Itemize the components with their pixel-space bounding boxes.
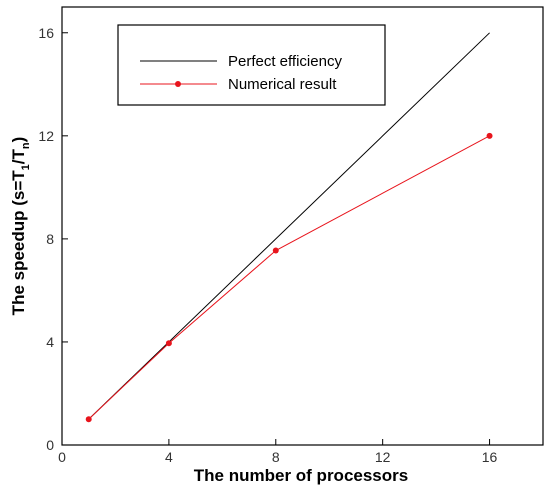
series-line-perfect-efficiency bbox=[88, 32, 490, 420]
plot-frame bbox=[61, 6, 544, 446]
x-tick-label-3: 12 bbox=[375, 449, 391, 465]
y-tick-label-3: 12 bbox=[38, 128, 54, 144]
legend-box bbox=[117, 24, 386, 106]
legend: Perfect efficiency Numerical result bbox=[117, 24, 386, 106]
legend-label-perfect-efficiency: Perfect efficiency bbox=[228, 53, 342, 70]
legend-label-numerical-result: Numerical result bbox=[228, 76, 337, 93]
y-tick-label-1: 4 bbox=[46, 334, 54, 350]
legend-marker-numerical-result bbox=[175, 81, 181, 87]
y-axis-title: The speedup (s=T1/Tn) bbox=[9, 137, 32, 316]
data-point-numerical-result-1 bbox=[165, 340, 172, 347]
y-tick-label-2: 8 bbox=[46, 231, 54, 247]
x-tick-label-4: 16 bbox=[482, 449, 498, 465]
x-tick-label-0: 0 bbox=[58, 449, 66, 465]
data-point-numerical-result-2 bbox=[272, 247, 279, 254]
data-point-numerical-result-0 bbox=[85, 416, 92, 423]
y-tick-label-0: 0 bbox=[46, 437, 54, 453]
x-axis-title: The number of processors bbox=[194, 466, 408, 485]
ticks-layer: 0 4 8 12 16 0 4 8 12 16 bbox=[38, 25, 497, 465]
series-line-numerical-result bbox=[88, 135, 490, 420]
plot-layer bbox=[85, 32, 493, 423]
data-point-numerical-result-3 bbox=[486, 132, 493, 139]
y-tick-label-4: 16 bbox=[38, 25, 54, 41]
x-tick-label-2: 8 bbox=[272, 449, 280, 465]
x-tick-label-1: 4 bbox=[165, 449, 173, 465]
